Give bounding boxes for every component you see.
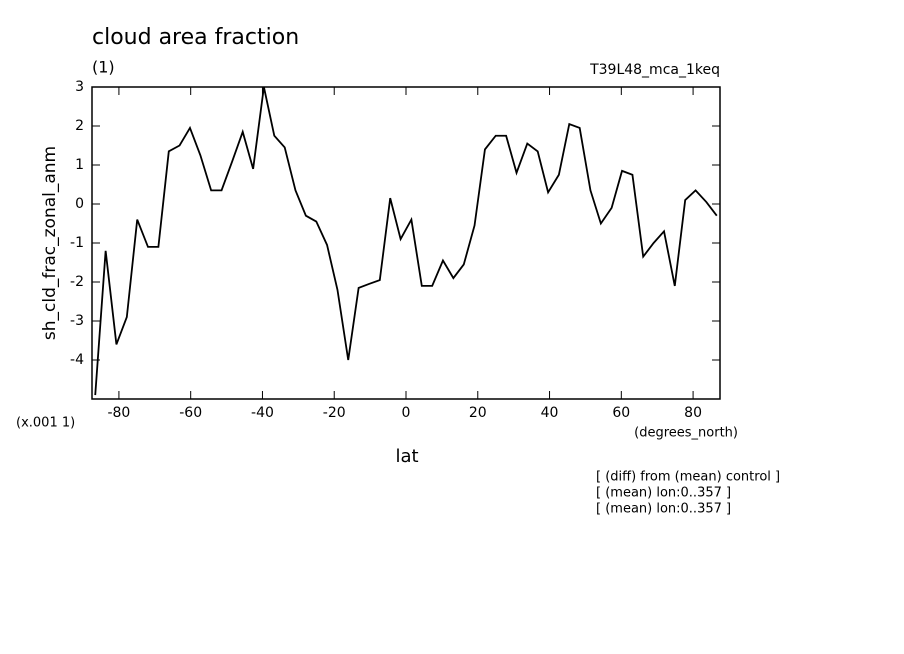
y-tick-label: -3	[70, 313, 84, 329]
note: [ (diff) from (mean) control ]	[596, 470, 780, 485]
x-tick-label: -60	[179, 405, 202, 421]
x-units: (degrees_north)	[634, 426, 738, 441]
subtitle: (1)	[92, 58, 115, 77]
y-axis-label: sh_cld_frac_zonal_anm	[40, 146, 60, 340]
y-tick-label: 0	[75, 196, 84, 212]
y-tick-label: -4	[70, 352, 84, 368]
line-series	[94, 86, 718, 396]
y-tick-label: -2	[70, 274, 84, 290]
chart-title: cloud area fraction	[92, 25, 299, 50]
x-tick-label: 60	[612, 405, 630, 421]
x-tick-label: 0	[402, 405, 411, 421]
x-tick-label: -20	[323, 405, 346, 421]
x-tick-label: 20	[469, 405, 487, 421]
y-scale-note: (x.001 1)	[16, 416, 75, 431]
x-tick-label: -80	[107, 405, 130, 421]
x-tick-label: -40	[251, 405, 274, 421]
run-label: T39L48_mca_1keq	[589, 62, 720, 78]
y-tick-label: 3	[75, 79, 84, 95]
y-tick-label: 1	[75, 157, 84, 173]
x-tick-label: 40	[541, 405, 559, 421]
x-axis-label: lat	[395, 446, 418, 467]
note: [ (mean) lon:0..357 ]	[596, 486, 731, 501]
x-tick-label: 80	[684, 405, 702, 421]
note: [ (mean) lon:0..357 ]	[596, 502, 731, 517]
y-tick-label: 2	[75, 118, 84, 134]
y-tick-label: -1	[70, 235, 84, 251]
